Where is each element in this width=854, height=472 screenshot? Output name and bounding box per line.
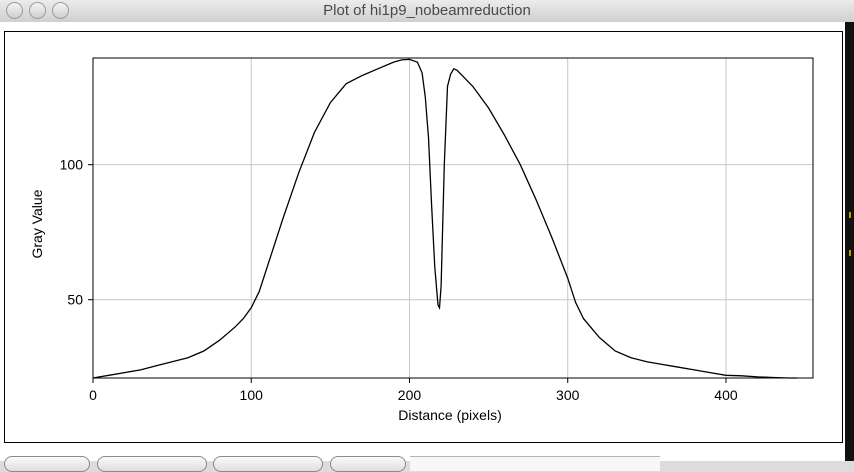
window-titlebar: Plot of hi1p9_nobeamreduction bbox=[0, 0, 854, 23]
axis-ticks: 0 100 200 300 400 50 100 bbox=[60, 157, 738, 403]
x-axis-label: Distance (pixels) bbox=[398, 407, 501, 423]
edge-mark bbox=[849, 250, 851, 256]
list-button[interactable] bbox=[4, 456, 90, 472]
y-axis-label: Gray Value bbox=[29, 189, 45, 258]
x-tick-label: 300 bbox=[556, 387, 580, 403]
copy-button[interactable] bbox=[213, 456, 323, 472]
save-button[interactable] bbox=[97, 456, 207, 472]
x-tick-label: 100 bbox=[240, 387, 264, 403]
x-tick-label: 400 bbox=[714, 387, 738, 403]
live-button[interactable] bbox=[330, 456, 406, 472]
x-tick-label: 200 bbox=[398, 387, 422, 403]
x-tick-label: 0 bbox=[89, 387, 97, 403]
window-title: Plot of hi1p9_nobeamreduction bbox=[323, 2, 531, 19]
profile-line bbox=[92, 58, 798, 379]
profile-plot: 0 100 200 300 400 50 100 Distance (pixels) Gra… bbox=[29, 57, 814, 423]
y-tick-label: 50 bbox=[67, 292, 83, 308]
status-field bbox=[410, 456, 660, 471]
edge-mark bbox=[849, 212, 851, 218]
plot-area bbox=[92, 57, 814, 379]
plot-grid bbox=[93, 58, 813, 378]
plot-frame bbox=[4, 31, 843, 443]
window-edge bbox=[845, 22, 854, 461]
y-tick-label: 100 bbox=[60, 157, 84, 173]
zoom-window-button[interactable] bbox=[52, 2, 69, 19]
close-window-button[interactable] bbox=[6, 2, 23, 19]
minimize-window-button[interactable] bbox=[29, 2, 46, 19]
